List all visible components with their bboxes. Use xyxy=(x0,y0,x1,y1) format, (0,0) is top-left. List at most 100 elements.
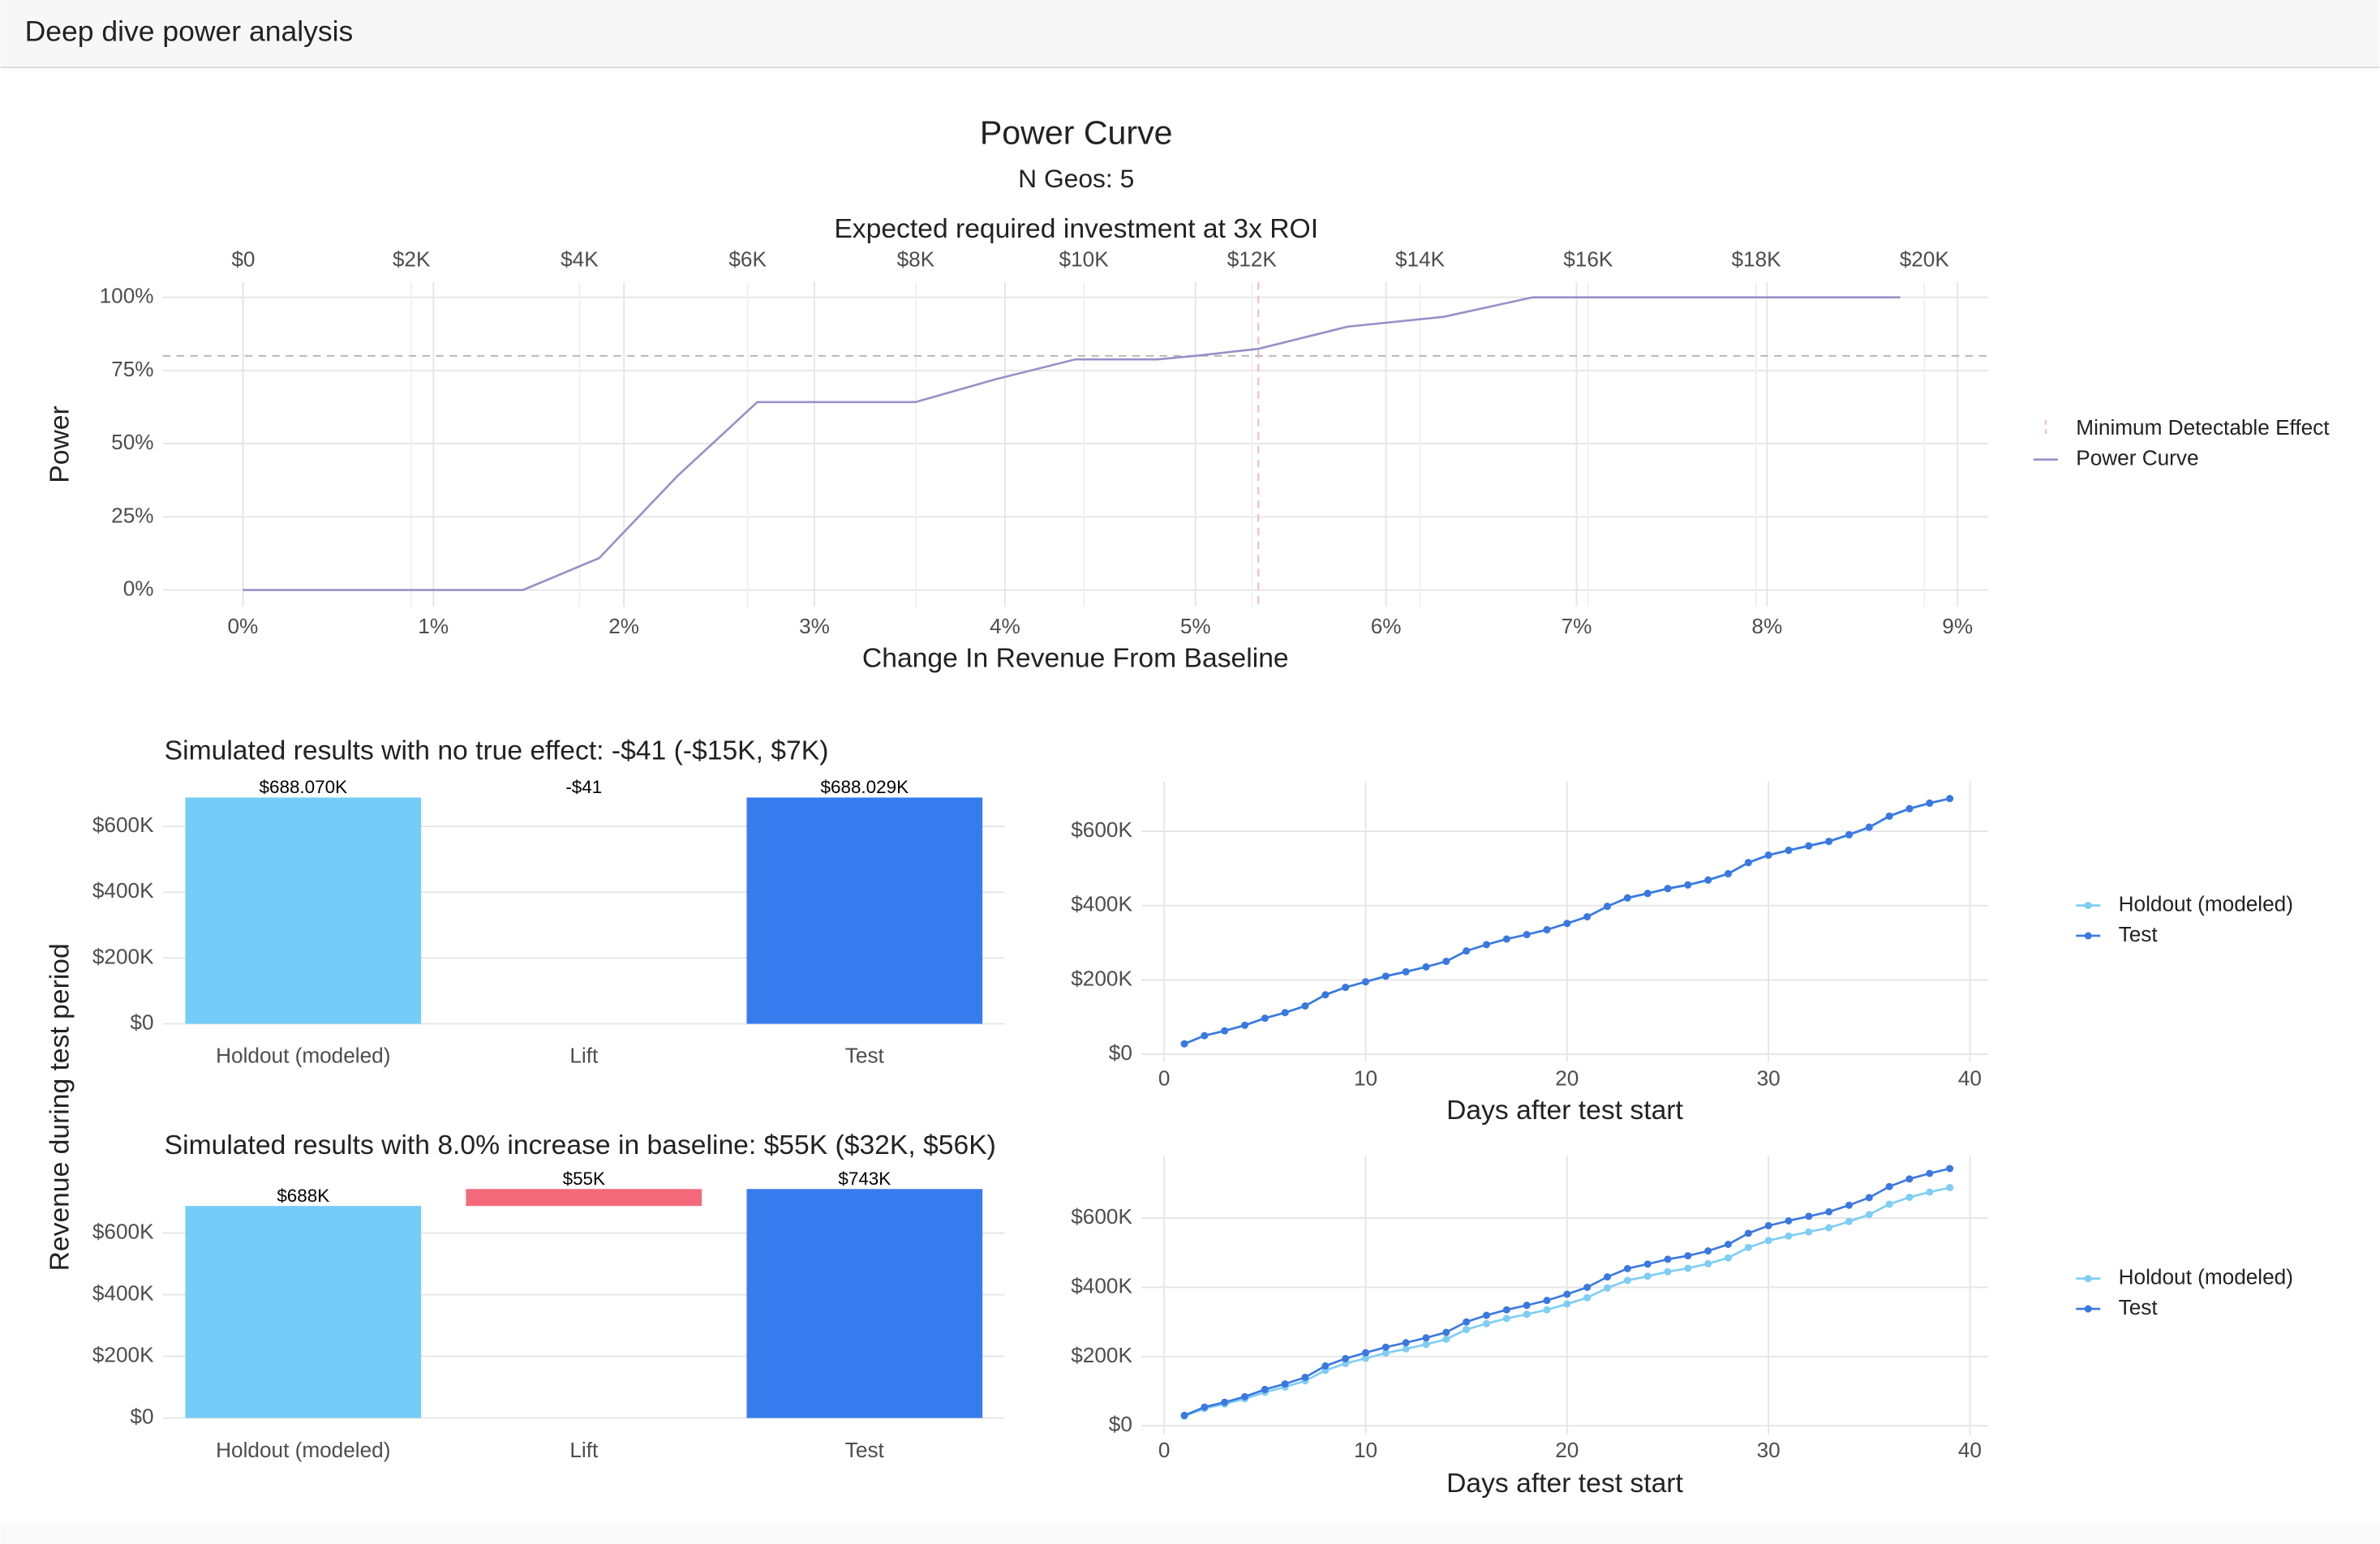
point xyxy=(1926,1188,1934,1196)
point xyxy=(1221,1027,1229,1035)
point xyxy=(1321,991,1330,999)
point xyxy=(1764,1237,1772,1245)
point xyxy=(1805,1212,1813,1220)
y-tick-label: 75% xyxy=(111,357,153,381)
x-tick-label: 5% xyxy=(1180,614,1211,638)
x-tick-label: 0 xyxy=(1158,1438,1171,1462)
x-tick-label: Lift xyxy=(569,1438,599,1462)
point xyxy=(1905,804,1914,813)
point xyxy=(1845,1201,1853,1209)
point xyxy=(1885,1182,1893,1190)
point xyxy=(1583,913,1592,920)
point xyxy=(1845,1217,1853,1225)
y-tick-label: $400K xyxy=(1071,1273,1132,1297)
point xyxy=(1321,1362,1330,1370)
point xyxy=(1502,1306,1510,1314)
point xyxy=(1744,859,1752,867)
point xyxy=(1402,967,1410,976)
y-tick-label: $600K xyxy=(92,813,154,837)
y-tick-label: 25% xyxy=(111,503,153,527)
x-tick-label: 20 xyxy=(1555,1438,1579,1462)
point xyxy=(1502,1315,1510,1323)
point xyxy=(1684,1264,1692,1272)
legend-label: Test xyxy=(2119,922,2159,946)
y-tick-label: $200K xyxy=(92,944,154,968)
point xyxy=(1442,1336,1450,1343)
point xyxy=(1543,1306,1551,1314)
legend-dot xyxy=(2084,902,2092,910)
y-tick-label: $0 xyxy=(1109,1040,1132,1065)
x-tick-label: 2% xyxy=(608,614,639,638)
y-tick-label: $400K xyxy=(1071,892,1132,916)
y-tick-label: $200K xyxy=(92,1343,154,1367)
y-axis-title: Revenue during test period xyxy=(45,943,75,1271)
point xyxy=(1241,1392,1249,1400)
point xyxy=(1583,1283,1592,1291)
point xyxy=(1744,1229,1752,1237)
point xyxy=(1664,1267,1672,1276)
point xyxy=(1281,1009,1289,1017)
point xyxy=(1764,1221,1772,1229)
point xyxy=(1724,1254,1732,1262)
y-tick-label: $0 xyxy=(1109,1412,1132,1436)
point xyxy=(1905,1193,1914,1201)
top-tick-label: $16K xyxy=(1563,247,1613,272)
point xyxy=(1221,1398,1229,1406)
point xyxy=(1422,1340,1430,1349)
point xyxy=(1261,1014,1269,1023)
x-tick-label: Test xyxy=(845,1044,885,1068)
point xyxy=(1301,1373,1309,1381)
point xyxy=(1442,958,1450,965)
top-tick-label: $4K xyxy=(561,247,599,272)
point xyxy=(1926,1169,1934,1177)
x-tick-label: 8% xyxy=(1751,614,1782,638)
point xyxy=(1261,1385,1269,1393)
point xyxy=(1422,963,1430,971)
header-bar xyxy=(0,0,2380,67)
point xyxy=(1643,1272,1652,1280)
point xyxy=(1583,1293,1592,1302)
chart-title: Simulated results with no true effect: -… xyxy=(165,736,829,766)
point xyxy=(1241,1021,1249,1029)
bar xyxy=(185,1206,422,1418)
top-tick-label: $18K xyxy=(1731,247,1781,272)
series-line xyxy=(243,296,1901,591)
point xyxy=(1643,890,1652,898)
top-tick-label: $10K xyxy=(1059,247,1110,272)
top-axis-title: Expected required investment at 3x ROI xyxy=(834,214,1318,244)
point xyxy=(1604,1273,1611,1281)
x-tick-label: 9% xyxy=(1942,614,1973,638)
legend-label: Holdout (modeled) xyxy=(2119,892,2293,916)
legend-label: Power Curve xyxy=(2076,446,2198,470)
point xyxy=(1604,903,1611,911)
y-tick-label: $600K xyxy=(1071,817,1132,842)
chart-subtitle: N Geos: 5 xyxy=(1018,164,1134,193)
point xyxy=(1362,1354,1370,1362)
y-tick-label: 0% xyxy=(123,576,154,600)
point xyxy=(1563,1290,1571,1298)
legend-label: Test xyxy=(2119,1295,2159,1319)
point xyxy=(1604,1284,1611,1292)
point xyxy=(1825,1224,1833,1232)
point xyxy=(1463,947,1471,955)
point xyxy=(1805,842,1813,850)
point xyxy=(1825,1207,1833,1216)
legend-label: Minimum Detectable Effect xyxy=(2076,415,2330,440)
x-tick-label: Lift xyxy=(569,1044,599,1068)
legend-label: Holdout (modeled) xyxy=(2119,1265,2293,1289)
point xyxy=(1483,1319,1490,1327)
point xyxy=(1845,830,1853,838)
point xyxy=(1865,1211,1873,1219)
y-tick-label: 50% xyxy=(111,430,153,454)
point xyxy=(1381,1349,1390,1357)
point xyxy=(1180,1040,1188,1048)
x-tick-label: 30 xyxy=(1757,1066,1781,1091)
point xyxy=(1201,1031,1209,1040)
point xyxy=(1905,1175,1914,1183)
x-tick-label: 40 xyxy=(1958,1066,1982,1091)
y-tick-label: 100% xyxy=(100,284,154,308)
point xyxy=(1362,978,1370,986)
point xyxy=(1724,869,1732,877)
point xyxy=(1623,1264,1631,1272)
